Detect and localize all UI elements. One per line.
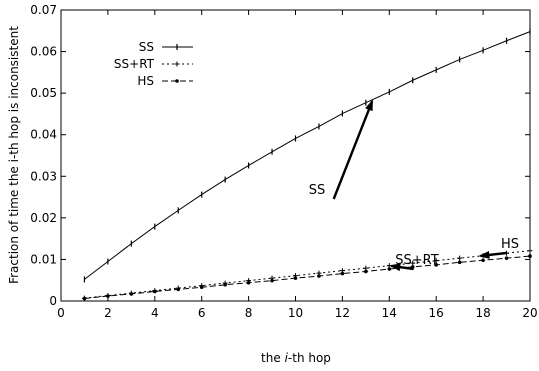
legend-marker-hs [175,79,179,83]
data-point-hs [481,258,485,263]
data-point-ss-rt [433,258,439,264]
data-point-hs [199,285,204,290]
data-point-hs [387,267,392,271]
y-tick-label: 0.07 [30,3,57,17]
x-tick-label: 0 [57,306,65,320]
data-point-hs [340,271,345,276]
series-hs [82,254,532,301]
x-tick-label: 6 [198,306,206,320]
annotation-label: SS+RT [395,253,438,268]
x-tick-label: 8 [245,306,253,320]
y-tick-label: 0.01 [30,252,57,266]
legend-label-hs: HS [137,74,154,88]
annotations: SS SS+RT HS [309,99,519,272]
series-line-hs [84,255,531,300]
x-tick-label: 18 [475,306,490,320]
y-tick-label: 0.06 [30,45,57,59]
data-point-hs [457,260,462,265]
y-axis-label: Fraction of time the i-th hop is inconsi… [7,26,21,284]
axis-ticks: 0 2 4 6 8 10 12 14 16 18 20 0 0.01 0.02 0.03 0.04 0.05 0.… [30,3,537,320]
annotation-arrowhead [365,99,373,112]
data-point-ss-rt [410,260,416,266]
data-point-hs [504,256,509,260]
annotation-arrowhead [478,250,490,259]
plot-frame [60,9,531,302]
annotation-arrow [332,100,374,200]
data-point-hs [434,263,439,267]
x-tick-label: 2 [104,306,112,320]
annotation-arrowhead [389,263,401,272]
series-line-ss-rt [84,250,531,299]
x-tick-label: 14 [382,306,397,320]
data-point-hs [223,282,227,287]
x-tick-label: 16 [429,306,444,320]
y-tick-label: 0.04 [30,128,57,142]
x-tick-label: 20 [522,306,537,320]
data-point-ss-rt [457,255,463,261]
data-point-hs [293,276,298,280]
data-point-hs [153,289,157,294]
legend-label-ss: SS [139,40,154,54]
data-point-hs [176,287,181,292]
data-point-hs [364,269,368,274]
data-point-hs [246,280,251,285]
series-line-ss [84,31,531,280]
legend-marker-ss-rt [174,61,180,67]
data-point-hs [317,274,321,278]
x-tick-label: 4 [151,306,159,320]
x-axis-label-part: the [261,351,285,365]
y-tick-label: 0.03 [30,169,57,183]
y-tick-label: 0.05 [30,86,57,100]
data-point-hs [106,294,110,298]
x-tick-label: 10 [288,306,303,320]
series-ss [83,28,531,283]
data-point-hs [270,278,274,283]
series-layer [81,28,533,301]
x-axis-label-part: -th hop [288,351,331,365]
legend: SS SS+RT HS [114,40,193,88]
annotation-label: SS [309,183,326,198]
data-point-hs [129,292,134,296]
x-axis-label-part: i [285,351,289,365]
annotation-label: HS [501,237,519,252]
y-tick-label: 0 [49,294,57,308]
data-point-hs [82,296,87,301]
series-ss-rt [81,248,533,301]
x-tick-label: 12 [335,306,350,320]
x-axis-label: the i-th hop [261,351,331,365]
y-tick-label: 0.02 [30,211,57,225]
legend-label-ss-rt: SS+RT [114,57,155,71]
